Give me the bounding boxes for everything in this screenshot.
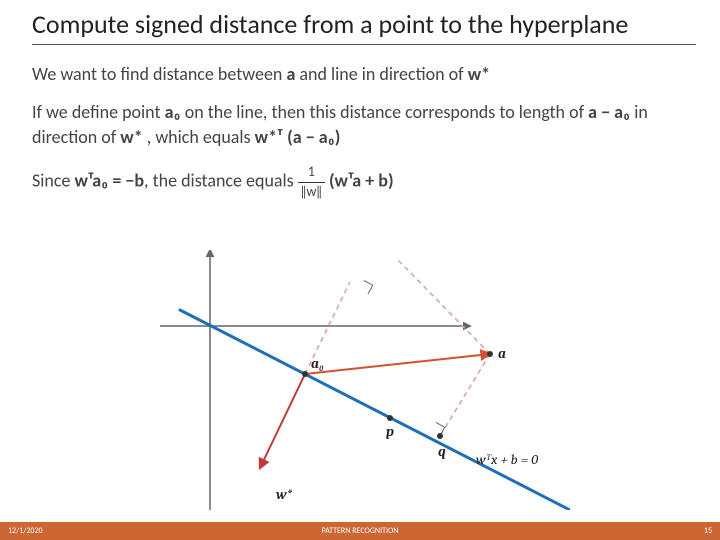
svg-text:q: q — [438, 443, 446, 460]
p1-sym-a: a — [286, 63, 295, 85]
paragraph-1: We want to find distance between a and l… — [32, 62, 696, 86]
p1-text-1: We want to find distance between — [32, 63, 286, 85]
p3-text-1: Since — [32, 170, 75, 192]
footer-course: PATTERN RECOGNITION — [243, 526, 478, 536]
p3-sym-eq: wᵀa₀ = −b — [75, 170, 145, 192]
p3-text-2: , the distance equals — [144, 170, 298, 192]
diagram-svg: a₀ a p q wᵀx + b = 0 w* — [150, 250, 570, 510]
p2-sym-diff: a − a₀ — [588, 101, 630, 123]
svg-text:a: a — [498, 345, 506, 362]
footer-date: 12/1/2020 — [8, 526, 243, 536]
p2-text-4: , which equals — [143, 126, 255, 148]
p1-sym-wstar: w* — [468, 63, 490, 85]
p2-sym-expr: w*ᵀ (a − a₀) — [255, 126, 341, 148]
p2-sym-a0: a₀ — [165, 101, 181, 123]
p3-frac-den: ‖w‖ — [298, 183, 325, 202]
p2-text-2: on the line, then this distance correspo… — [181, 101, 589, 123]
svg-text:p: p — [386, 423, 394, 440]
slide-footer: 12/1/2020 PATTERN RECOGNITION 15 — [0, 522, 720, 540]
p1-text-2: and line in direction of — [295, 63, 467, 85]
paragraph-3: Since wᵀa₀ = −b, the distance equals 1‖w… — [32, 163, 696, 202]
slide-title: Compute signed distance from a point to … — [32, 8, 696, 45]
footer-page: 15 — [477, 526, 712, 536]
p3-sym-tail: (wᵀa + b) — [325, 170, 394, 192]
p2-text-1: If we define point — [32, 101, 165, 123]
svg-text:wᵀx + b = 0: wᵀx + b = 0 — [476, 451, 538, 468]
svg-text:w*: w* — [275, 486, 293, 503]
svg-text:a₀: a₀ — [311, 355, 324, 372]
p3-frac-num: 1 — [298, 163, 325, 183]
p2-sym-wstar: w* — [120, 126, 142, 148]
body-content: We want to find distance between a and l… — [32, 56, 696, 216]
hyperplane-diagram: a₀ a p q wᵀx + b = 0 w* — [150, 250, 570, 510]
paragraph-2: If we define point a₀ on the line, then … — [32, 100, 696, 149]
p3-fraction: 1‖w‖ — [298, 163, 325, 202]
